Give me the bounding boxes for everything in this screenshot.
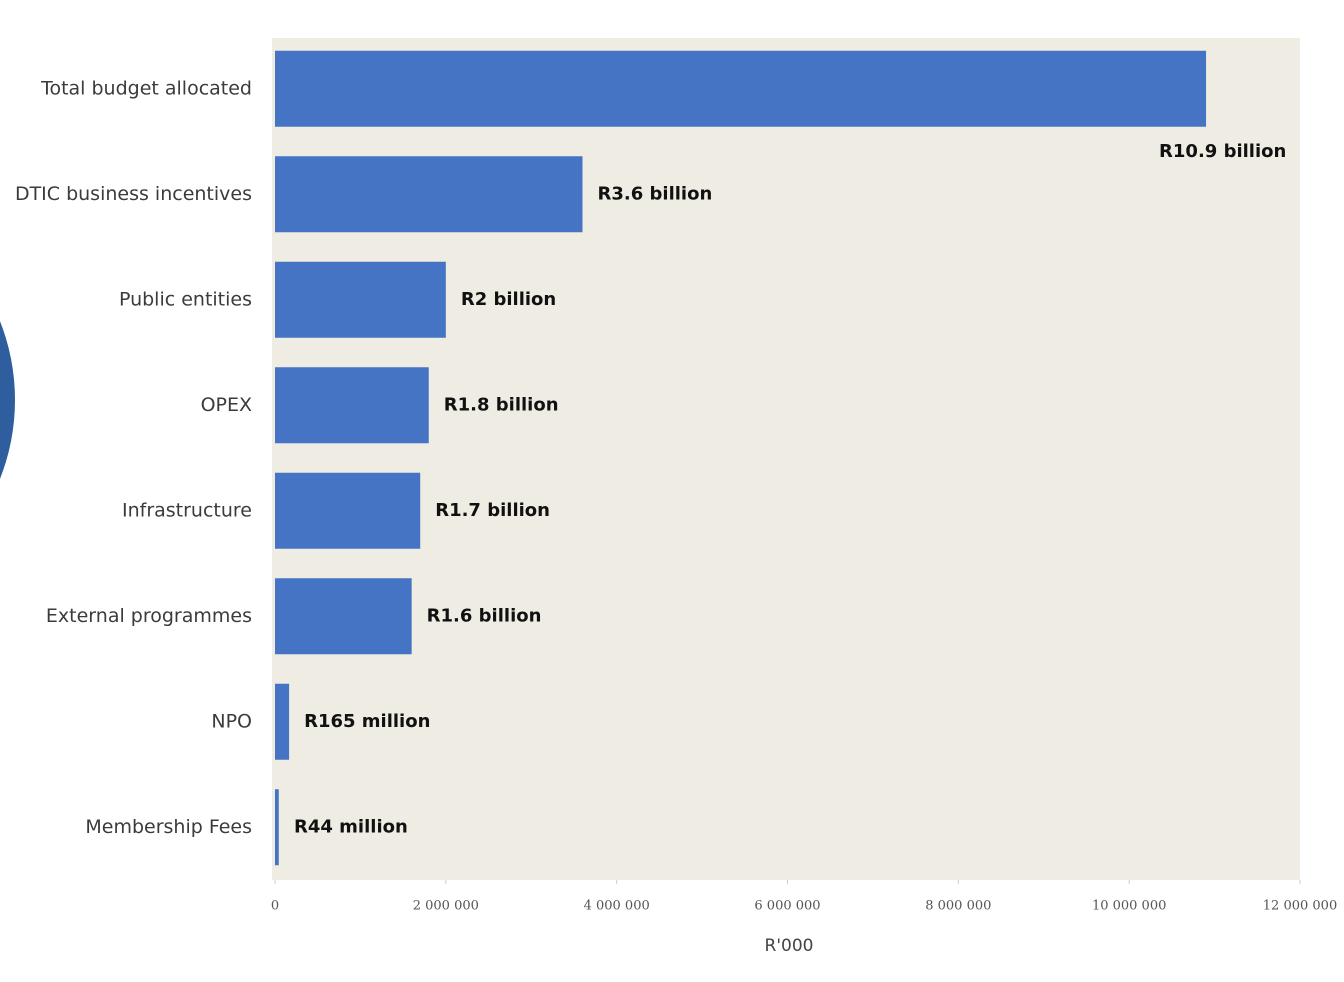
y-tick-label: External programmes (46, 605, 252, 627)
y-tick-label: Total budget allocated (40, 77, 252, 99)
y-tick-label: NPO (211, 710, 252, 732)
data-label: R10.9 billion (1159, 141, 1286, 162)
data-label: R165 million (304, 711, 430, 732)
data-label: R2 billion (461, 289, 556, 310)
bar (275, 578, 412, 655)
bar (275, 50, 1207, 127)
decoration-circle (0, 321, 15, 479)
x-tick-label: 12 000 000 (1263, 899, 1337, 914)
bar (275, 789, 279, 866)
bar (275, 367, 429, 444)
x-tick-label: 0 (271, 899, 279, 914)
y-tick-label: Infrastructure (122, 499, 252, 521)
x-tick-label: 8 000 000 (925, 899, 991, 914)
y-tick-label: OPEX (201, 394, 252, 416)
bar (275, 261, 446, 338)
data-label: R1.8 billion (444, 394, 559, 415)
bar (275, 156, 583, 233)
y-tick-label: Membership Fees (85, 816, 252, 838)
y-tick-label: DTIC business incentives (15, 183, 252, 205)
x-tick-label: 10 000 000 (1092, 899, 1166, 914)
bar (275, 683, 290, 760)
bar (275, 472, 421, 549)
y-tick-label: Public entities (119, 288, 252, 310)
x-axis-title: R'000 (765, 936, 814, 956)
x-tick-label: 6 000 000 (754, 899, 820, 914)
x-tick-label: 4 000 000 (584, 899, 650, 914)
data-label: R1.6 billion (427, 605, 542, 626)
data-label: R3.6 billion (598, 183, 713, 204)
data-label: R1.7 billion (435, 500, 550, 521)
data-label: R44 million (294, 816, 408, 837)
x-tick-label: 2 000 000 (413, 899, 479, 914)
